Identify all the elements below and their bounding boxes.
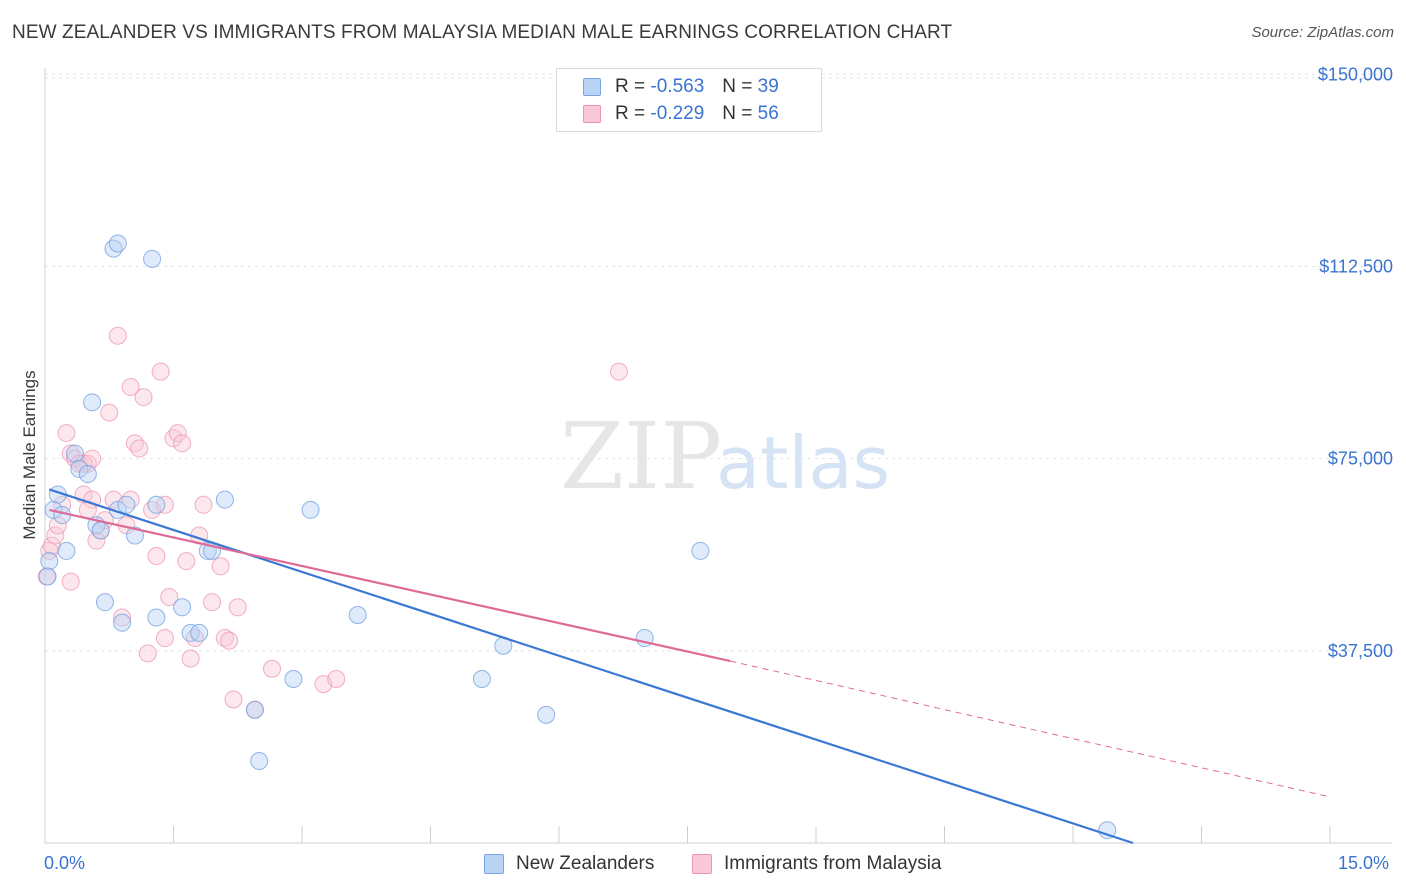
data-point [57,541,76,560]
data-point [40,552,59,571]
data-point [160,588,179,607]
data-point [155,629,174,648]
watermark-zip: ZIP [560,403,722,510]
x-tick-label-max: 15.0% [1338,853,1390,873]
data-point [147,495,166,514]
data-point [83,393,102,412]
data-point [42,536,61,555]
legend-n-value: 56 [757,103,779,124]
data-point [121,377,140,396]
y-tick-label: $112,500 [1319,257,1393,277]
data-point [194,495,213,514]
legend-item-new-zealanders[interactable]: New Zealanders [484,852,654,876]
data-point [108,326,127,345]
legend-swatch-blue [484,854,504,874]
trend-line-new-zealanders [48,488,1134,845]
gridlines [45,73,1392,652]
data-point [143,249,162,268]
data-point [1098,821,1117,840]
data-point [220,631,239,650]
data-point [228,598,247,617]
data-point [113,613,132,632]
data-point [609,362,628,381]
y-tick-label: $75,000 [1328,449,1393,469]
legend-r-value: -0.563 [650,76,705,97]
legend-swatch-pink [583,105,601,123]
data-point [151,362,170,381]
chart-title: NEW ZEALANDER VS IMMIGRANTS FROM MALAYSI… [12,22,953,43]
legend-label: New Zealanders [516,853,655,874]
data-point [224,690,243,709]
data-point [100,403,119,422]
data-point [117,495,136,514]
x-tick-label-min: 0.0% [44,853,86,873]
data-point [147,608,166,627]
y-tick-label: $37,500 [1328,641,1393,661]
data-point [211,557,230,576]
correlation-legend: R = -0.563 N = 39 R = -0.229 N = 56 [556,68,822,132]
data-point [130,439,149,458]
data-point [537,705,556,724]
data-point [301,500,320,519]
watermark-atlas: atlas [716,421,890,505]
series-new-zealanders [38,234,1117,840]
data-point [113,608,132,627]
data-point [125,526,144,545]
data-point [78,465,97,484]
legend-n-label: N = [722,76,753,97]
data-point [91,521,110,540]
data-point [134,388,153,407]
data-point [327,670,346,689]
axes [44,68,1392,844]
trend-line-immigrants-from-malaysia [49,508,731,663]
data-point [138,644,157,663]
legend-r-label: R = [615,76,646,97]
data-point [203,593,222,612]
watermark: ZIP atlas [560,403,890,510]
data-point [46,526,65,545]
legend-swatch-blue [583,78,601,96]
data-point [173,434,192,453]
data-point [250,752,269,771]
data-point [70,459,89,478]
data-point [38,567,57,586]
legend-r-value: -0.229 [650,103,705,124]
data-point [57,424,76,443]
legend-swatch-pink [692,854,712,874]
legend-label: Immigrants from Malaysia [724,853,942,874]
data-point [348,605,367,624]
data-point [65,444,84,463]
data-point [215,490,234,509]
legend-n-value: 39 [757,76,779,97]
legend-n-label: N = [722,103,753,124]
data-point [245,700,264,719]
data-point [61,572,80,591]
legend-row-immigrants-from-malaysia: R = -0.229 N = 56 [583,101,779,127]
data-point [190,623,209,642]
data-point [181,649,200,668]
data-point [108,234,127,253]
data-point [87,531,106,550]
legend-row-new-zealanders: R = -0.563 N = 39 [583,74,779,100]
legend-item-immigrants-from-malaysia[interactable]: Immigrants from Malaysia [692,852,942,876]
legend-r-label: R = [615,103,646,124]
data-point [147,547,166,566]
data-point [472,670,491,689]
y-tick-label: $150,000 [1318,64,1393,84]
series-immigrants-from-malaysia [37,326,628,719]
data-point [177,552,196,571]
data-point [95,593,114,612]
data-point [691,541,710,560]
data-point [173,598,192,617]
data-point [263,659,282,678]
trend-line-extension-immigrants-from-malaysia [730,660,1331,798]
source-label: Source: ZipAtlas.com [1251,24,1394,41]
y-tick-labels: $37,500 $75,000 $112,500 $150,000 [1318,64,1393,660]
data-point [284,670,303,689]
trend-lines [48,488,1331,845]
data-point [168,424,187,443]
